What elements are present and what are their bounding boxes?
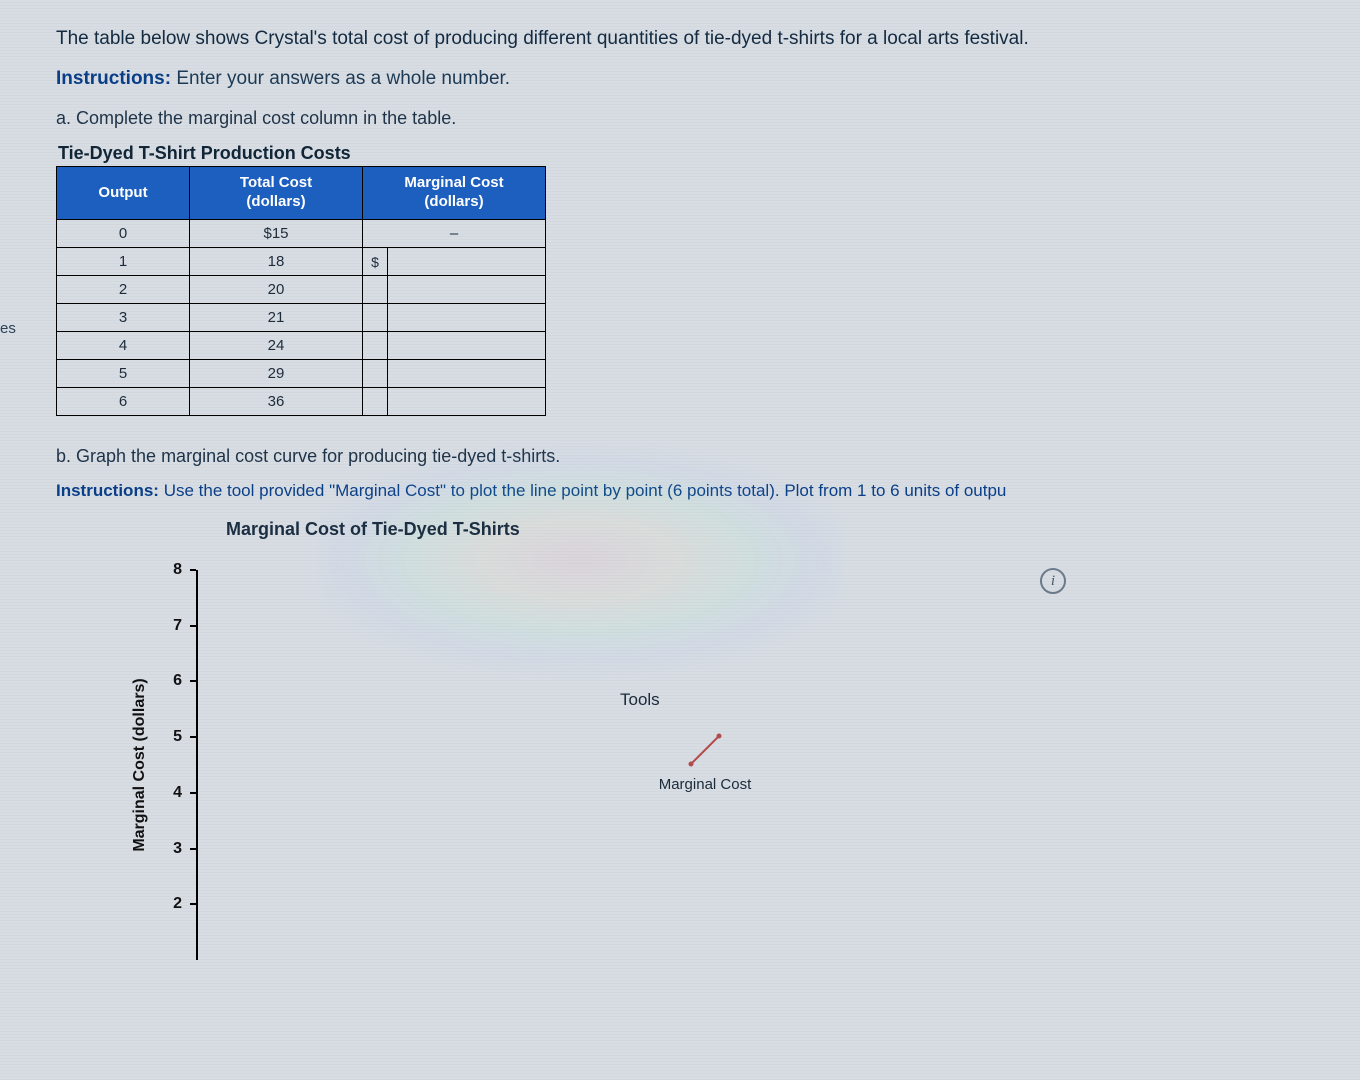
cell-output: 2	[57, 276, 190, 304]
table-row: 529	[57, 360, 546, 388]
production-cost-table: Output Total Cost (dollars) Marginal Cos…	[56, 166, 546, 416]
cell-output: 4	[57, 332, 190, 360]
table-row: 220	[57, 276, 546, 304]
ytick-label: 3	[173, 840, 182, 858]
chart-ylabel: Marginal Cost (dollars)	[131, 678, 149, 851]
cell-total-cost: 29	[190, 360, 363, 388]
marginal-cost-tool[interactable]: Marginal Cost	[620, 730, 790, 793]
instructions-b-text: Use the tool provided "Marginal Cost" to…	[164, 481, 1007, 500]
y-axis	[196, 570, 198, 960]
cell-output: 5	[57, 360, 190, 388]
mc-prefix	[363, 304, 388, 331]
cell-marginal-cost: $	[363, 248, 546, 276]
question-page: es The table below shows Crystal's total…	[0, 0, 1360, 1080]
ytick	[190, 848, 196, 850]
cell-output: 1	[57, 248, 190, 276]
mc-prefix	[363, 332, 388, 359]
cell-total-cost: 20	[190, 276, 363, 304]
instructions-label-b: Instructions:	[56, 481, 159, 500]
ytick	[190, 903, 196, 905]
cell-total-cost: $15	[190, 220, 363, 248]
col-output: Output	[57, 167, 190, 220]
col-mc-l2: (dollars)	[424, 193, 483, 210]
cell-output: 3	[57, 304, 190, 332]
mc-prefix: $	[363, 248, 388, 275]
instructions-label: Instructions:	[56, 68, 171, 89]
ytick-label: 8	[173, 561, 182, 579]
ytick	[190, 625, 196, 627]
ytick	[190, 680, 196, 682]
mc-input-6[interactable]	[388, 388, 549, 417]
mc-prefix	[363, 360, 388, 387]
table-row: 0$15 –	[57, 220, 546, 248]
mc-input-5[interactable]	[388, 360, 549, 389]
ytick	[190, 792, 196, 794]
ytick-label: 4	[173, 784, 182, 802]
col-tc-l2: (dollars)	[246, 193, 305, 210]
ytick-label: 6	[173, 672, 182, 690]
ytick-label: 7	[173, 617, 182, 635]
cell-marginal-cost	[363, 332, 546, 360]
cell-marginal-cost	[363, 360, 546, 388]
table-row: 118$	[57, 248, 546, 276]
chart-plot-area[interactable]: Marginal Cost (dollars) 2345678	[196, 570, 626, 960]
cell-output: 6	[57, 388, 190, 416]
info-glyph: i	[1051, 573, 1055, 590]
mc-prefix	[363, 276, 388, 303]
mc-input-1[interactable]	[388, 248, 549, 277]
line-tool-icon	[685, 730, 725, 770]
table-row: 424	[57, 332, 546, 360]
instructions-a-text: Enter your answers as a whole number.	[176, 68, 510, 89]
cell-total-cost: 18	[190, 248, 363, 276]
tool-label: Marginal Cost	[659, 776, 752, 793]
ytick-label: 2	[173, 895, 182, 913]
col-output-label: Output	[98, 184, 147, 201]
col-total-cost: Total Cost (dollars)	[190, 167, 363, 220]
table-title: Tie-Dyed T-Shirt Production Costs	[58, 143, 1360, 164]
tools-title: Tools	[620, 690, 790, 710]
chart-title: Marginal Cost of Tie-Dyed T-Shirts	[226, 519, 656, 540]
cell-output: 0	[57, 220, 190, 248]
mc-input-4[interactable]	[388, 332, 549, 361]
mc-input-3[interactable]	[388, 304, 549, 333]
mc-prefix	[363, 388, 388, 415]
cell-marginal-cost: –	[363, 220, 546, 248]
cell-total-cost: 36	[190, 388, 363, 416]
chart-container: Marginal Cost of Tie-Dyed T-Shirts Margi…	[116, 519, 656, 960]
col-tc-l1: Total Cost	[240, 174, 312, 191]
tools-panel: Tools Marginal Cost	[620, 690, 790, 793]
part-b-text: b. Graph the marginal cost curve for pro…	[56, 446, 1360, 467]
cell-marginal-cost	[363, 304, 546, 332]
ytick	[190, 736, 196, 738]
instructions-a: Instructions: Enter your answers as a wh…	[56, 68, 1360, 90]
ytick	[190, 569, 196, 571]
table-header-row: Output Total Cost (dollars) Marginal Cos…	[57, 167, 546, 220]
sidebar-fragment: es	[0, 320, 16, 337]
part-a-text: a. Complete the marginal cost column in …	[56, 108, 1360, 129]
table-row: 321	[57, 304, 546, 332]
col-mc-l1: Marginal Cost	[404, 174, 503, 191]
col-marginal-cost: Marginal Cost (dollars)	[363, 167, 546, 220]
table-row: 636	[57, 388, 546, 416]
cell-marginal-cost	[363, 388, 546, 416]
cell-total-cost: 21	[190, 304, 363, 332]
cell-total-cost: 24	[190, 332, 363, 360]
info-icon[interactable]: i	[1040, 568, 1066, 594]
mc-input-2[interactable]	[388, 276, 549, 305]
instructions-b: Instructions: Use the tool provided "Mar…	[56, 481, 1360, 501]
mc-dash: –	[450, 225, 458, 242]
intro-text: The table below shows Crystal's total co…	[56, 28, 1360, 50]
cell-marginal-cost	[363, 276, 546, 304]
ytick-label: 5	[173, 728, 182, 746]
